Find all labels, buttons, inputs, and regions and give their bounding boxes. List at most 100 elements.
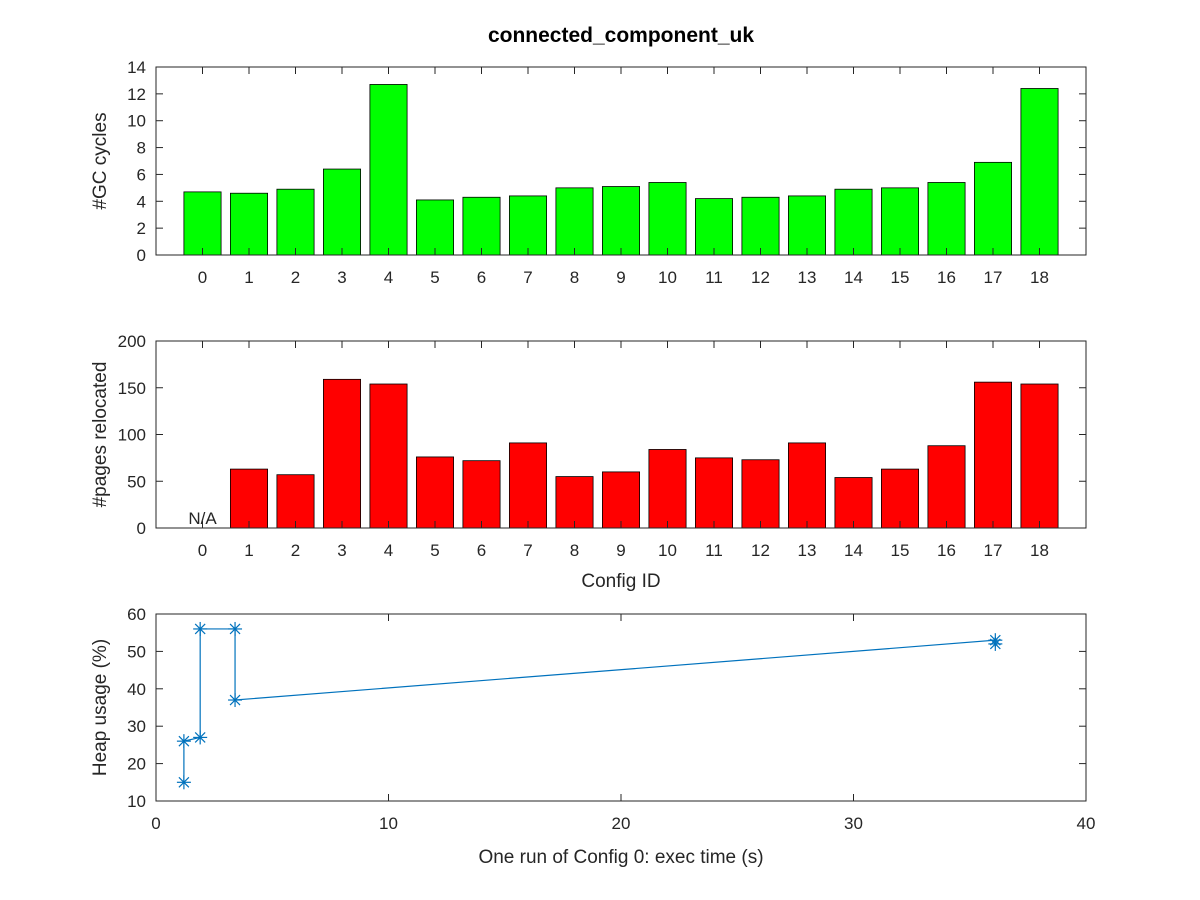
heap-ytick-label: 60: [127, 605, 146, 624]
pages-ytick-label: 100: [118, 426, 146, 445]
chart-title: connected_component_uk: [488, 24, 754, 47]
gc-bar-config-2: [276, 188, 315, 256]
gc-xtick-label: 4: [384, 268, 393, 287]
pages-xtick-label: 17: [984, 541, 1003, 560]
heap-xlabel: One run of Config 0: exec time (s): [478, 847, 763, 868]
pages-xtick-label: 1: [244, 541, 253, 560]
pages-bar-config-8: [555, 476, 594, 529]
pages-xtick-label: 11: [705, 541, 723, 560]
pages-bar-config-17: [974, 381, 1013, 529]
gc-xtick-label: 3: [337, 268, 346, 287]
gc-bar-config-6: [462, 196, 501, 256]
heap-ytick-label: 40: [127, 680, 146, 699]
pages-annotation-na: N/A: [188, 509, 217, 528]
pages-xtick-label: 5: [430, 541, 439, 560]
gc-bar-config-7: [508, 195, 547, 256]
pages-axes-frame: [155, 340, 1087, 529]
heap-xtick-label: 20: [612, 814, 631, 833]
gc-ytick-label: 6: [137, 165, 146, 184]
gc-xtick-label: 15: [891, 268, 910, 287]
pages-xtick-label: 13: [798, 541, 817, 560]
pages-bar-config-11: [695, 457, 734, 529]
pages-bar-config-5: [415, 456, 454, 529]
gc-xtick-label: 1: [244, 268, 253, 287]
pages-xtick-label: 16: [937, 541, 956, 560]
gc-xtick-label: 6: [477, 268, 486, 287]
gc-ytick-label: 10: [127, 112, 146, 131]
heap-data-point: [988, 636, 1003, 651]
gc-bar-config-18: [1020, 88, 1059, 256]
heap-ytick-label: 50: [127, 642, 146, 661]
gc-axes-frame: [155, 66, 1087, 256]
pages-bar-config-2: [276, 474, 315, 529]
gc-bar-config-5: [415, 199, 454, 256]
gc-xtick-label: 0: [198, 268, 207, 287]
heap-marker-stroke: [194, 731, 206, 743]
gc-xtick-label: 17: [984, 268, 1003, 287]
pages-ytick-label: 0: [137, 519, 146, 538]
gc-xtick-label: 2: [291, 268, 300, 287]
gc-bar-config-15: [881, 187, 920, 256]
heap-data-point: [228, 693, 243, 708]
gc-ytick-label: 12: [127, 85, 146, 104]
gc-ytick-label: 14: [127, 58, 146, 77]
pages-xtick-label: 12: [751, 541, 770, 560]
pages-bar-config-12: [741, 459, 780, 529]
pages-bar-config-18: [1020, 383, 1059, 529]
gc-ytick-label: 2: [137, 219, 146, 238]
gc-ylabel: #GC cycles: [90, 112, 111, 209]
heap-marker-stroke: [989, 638, 1001, 650]
gc-xtick-label: 10: [658, 268, 677, 287]
heap-series-line: [183, 628, 996, 783]
gc-bar-config-4: [369, 84, 408, 256]
heap-xtick-label: 0: [151, 814, 160, 833]
pages-bar-config-14: [834, 477, 873, 529]
heap-data-point: [228, 621, 243, 636]
heap-data-point: [176, 734, 191, 749]
gc-bar-config-0: [183, 191, 222, 256]
gc-bar-config-16: [927, 182, 966, 256]
pages-bar-config-10: [648, 449, 687, 529]
gc-xtick-label: 8: [570, 268, 579, 287]
pages-xtick-label: 10: [658, 541, 677, 560]
heap-data-point: [193, 621, 208, 636]
gc-xtick-label: 18: [1030, 268, 1049, 287]
pages-xtick-label: 15: [891, 541, 910, 560]
gc-xtick-label: 11: [705, 268, 723, 287]
pages-xlabel: Config ID: [581, 571, 660, 592]
heap-ytick-label: 30: [127, 717, 146, 736]
heap-xtick-label: 10: [379, 814, 398, 833]
gc-ytick-label: 4: [137, 192, 146, 211]
pages-bar-config-15: [881, 468, 920, 529]
pages-bar-config-4: [369, 383, 408, 529]
pages-xtick-label: 3: [337, 541, 346, 560]
pages-xtick-label: 8: [570, 541, 579, 560]
gc-ytick-label: 0: [137, 246, 146, 265]
pages-xtick-label: 2: [291, 541, 300, 560]
pages-bar-config-16: [927, 445, 966, 529]
pages-ytick-label: 200: [118, 332, 146, 351]
pages-bar-config-9: [602, 471, 641, 529]
heap-marker-stroke: [178, 735, 190, 747]
heap-marker-stroke: [178, 776, 190, 788]
pages-ytick-label: 50: [127, 472, 146, 491]
gc-bar-config-12: [741, 196, 780, 256]
heap-marker-stroke: [229, 694, 241, 706]
gc-xtick-label: 16: [937, 268, 956, 287]
pages-bar-config-1: [229, 468, 268, 529]
gc-xtick-label: 14: [844, 268, 863, 287]
heap-ytick-label: 20: [127, 755, 146, 774]
pages-xtick-label: 9: [616, 541, 625, 560]
pages-xtick-label: 0: [198, 541, 207, 560]
pages-xtick-label: 7: [523, 541, 532, 560]
gc-xtick-label: 7: [523, 268, 532, 287]
gc-bar-config-14: [834, 188, 873, 256]
heap-ytick-label: 10: [127, 792, 146, 811]
gc-bar-config-3: [322, 168, 361, 256]
pages-xtick-label: 6: [477, 541, 486, 560]
gc-xtick-label: 13: [798, 268, 817, 287]
